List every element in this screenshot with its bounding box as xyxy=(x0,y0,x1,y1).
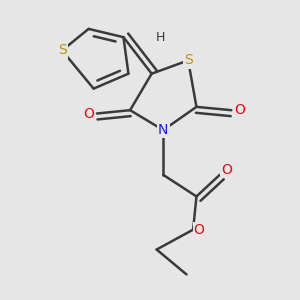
Text: O: O xyxy=(83,106,94,121)
Text: S: S xyxy=(58,44,67,58)
Text: S: S xyxy=(184,53,193,68)
Text: O: O xyxy=(194,223,205,237)
Text: H: H xyxy=(155,31,165,44)
Text: O: O xyxy=(234,103,245,117)
Text: N: N xyxy=(158,123,169,137)
Text: O: O xyxy=(221,163,233,177)
